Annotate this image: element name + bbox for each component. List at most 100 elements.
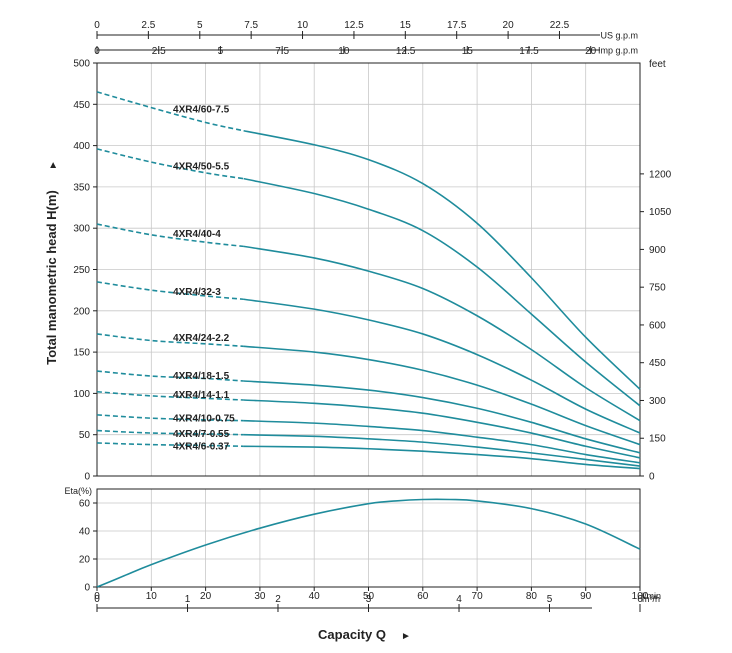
- m3h-tick-label: 4: [456, 594, 462, 605]
- x-tick-label: 40: [309, 591, 321, 602]
- x-tick-label: 10: [146, 591, 158, 602]
- x-tick-label: 70: [472, 591, 484, 602]
- curve-solid-4XR4/18-1.5: [243, 380, 641, 454]
- curve-label-4XR4/6-0.37: 4XR4/6-0.37: [173, 441, 230, 452]
- top-tick-label: 20: [585, 46, 597, 57]
- curve-dashed-4XR4/10-0.75: [96, 414, 244, 422]
- curve-solid-4XR4/14-1.1: [243, 399, 641, 459]
- curve-label-4XR4/14-1.1: 4XR4/14-1.1: [173, 390, 230, 401]
- curve-dashed-4XR4/18-1.5: [96, 370, 244, 382]
- curve-dashed-4XR4/7-0.55: [96, 429, 244, 436]
- curve-solid-4XR4/6-0.37: [243, 445, 641, 470]
- top-tick-label: 15: [400, 20, 412, 31]
- top-tick-label: 7.5: [275, 46, 289, 57]
- right-tick-label: 0: [649, 472, 655, 483]
- curve-dashed-4XR4/40-4: [96, 223, 244, 248]
- right-tick-label: 450: [649, 358, 666, 369]
- x-tick-label: 20: [200, 591, 212, 602]
- right-tick-label: 1050: [649, 207, 672, 218]
- x-tick-label: 90: [580, 591, 592, 602]
- curve-dashed-4XR4/32-3: [96, 281, 244, 301]
- right-tick-label: 300: [649, 396, 666, 407]
- head-plot-frame: [96, 62, 641, 477]
- top-axis-unit: Imp g.p.m: [598, 46, 638, 56]
- y-tick-label: 50: [79, 430, 91, 441]
- curve-label-4XR4/10-0.75: 4XR4/10-0.75: [173, 413, 235, 424]
- top-tick-label: 0: [94, 46, 100, 57]
- top-axis-unit: US g.p.m: [600, 31, 638, 41]
- curve-solid-4XR4/60-7.5: [243, 129, 641, 390]
- x-tick-label: 80: [526, 591, 538, 602]
- curve-dashed-4XR4/6-0.37: [96, 442, 244, 448]
- top-tick-label: 7.5: [244, 20, 258, 31]
- y-tick-label: 250: [73, 265, 90, 276]
- right-tick-label: 150: [649, 434, 666, 445]
- m3h-tick-label: 3: [366, 594, 372, 605]
- y-tick-label: 150: [73, 348, 90, 359]
- top-tick-label: 20: [503, 20, 515, 31]
- curve-dashed-4XR4/14-1.1: [96, 390, 244, 401]
- y-tick-label: 350: [73, 182, 90, 193]
- top-tick-label: 10: [297, 20, 309, 31]
- m3h-axis-unit: m³/h: [642, 594, 660, 604]
- curve-dashed-4XR4/24-2.2: [96, 333, 244, 348]
- axes-extra: Capacity Q ►: [318, 627, 411, 642]
- curve-label-4XR4/18-1.5: 4XR4/18-1.5: [173, 371, 230, 382]
- x-tick-label: 60: [417, 591, 429, 602]
- y-tick-label: 300: [73, 224, 90, 235]
- right-tick-label: 600: [649, 320, 666, 331]
- top-tick-label: 22.5: [550, 20, 570, 31]
- efficiency-panel: 0 20 40 60 Eta(%) 0 10 20 30 40 50 60 70 80 90 100l/min…: [64, 486, 661, 612]
- curve-solid-4XR4/24-2.2: [243, 345, 641, 446]
- top-tick-label: 12.5: [344, 20, 364, 31]
- right-axis-unit: feet: [649, 59, 666, 70]
- m3h-tick-label: 0: [94, 594, 100, 605]
- x-tick-label: 50: [363, 591, 375, 602]
- eta-y-tick-label: 0: [84, 583, 90, 594]
- m3h-tick-label: 2: [275, 594, 281, 605]
- eta-curve: [96, 498, 641, 588]
- curve-solid-4XR4/7-0.55: [243, 433, 641, 467]
- curve-label-4XR4/24-2.2: 4XR4/24-2.2: [173, 333, 230, 344]
- curve-solid-4XR4/40-4: [243, 245, 641, 422]
- curve-solid-4XR4/10-0.75: [243, 419, 641, 464]
- y-tick-label: 100: [73, 389, 90, 400]
- y-tick-label: 200: [73, 306, 90, 317]
- eta-y-tick-label: 40: [79, 527, 91, 538]
- curve-label-4XR4/50-5.5: 4XR4/50-5.5: [173, 161, 230, 172]
- eta-y-tick-label: 20: [79, 555, 91, 566]
- m3h-tick-label: 1: [185, 594, 191, 605]
- top-tick-label: 5: [218, 46, 224, 57]
- top-tick-label: 10: [338, 46, 350, 57]
- top-tick-label: 12.5: [396, 46, 416, 57]
- curve-label-4XR4/40-4: 4XR4/40-4: [173, 229, 221, 240]
- y-tick-label: 0: [84, 472, 90, 483]
- right-tick-label: 900: [649, 245, 666, 256]
- top-tick-label: 2.5: [141, 20, 155, 31]
- curve-dashed-4XR4/50-5.5: [96, 148, 244, 180]
- x-tick-label: 30: [254, 591, 266, 602]
- curve-label-4XR4/60-7.5: 4XR4/60-7.5: [173, 104, 230, 115]
- eta-y-tick-label: 60: [79, 499, 91, 510]
- x-axis-label: Capacity Q: [318, 627, 386, 642]
- curve-label-4XR4/7-0.55: 4XR4/7-0.55: [173, 429, 230, 440]
- top-tick-label: 2.5: [152, 46, 166, 57]
- top-tick-label: 15: [462, 46, 474, 57]
- right-tick-label: 750: [649, 283, 666, 294]
- eta-axis-label: Eta(%): [64, 486, 92, 496]
- head-panel: 0501001502002503003504004505000150300450…: [44, 20, 672, 483]
- y-axis-label: Total manometric head H(m): [44, 190, 59, 365]
- m3h-tick-label: 5: [547, 594, 553, 605]
- right-tick-label: 1200: [649, 169, 672, 180]
- m3h-tick-label: 6: [637, 594, 643, 605]
- curve-label-4XR4/32-3: 4XR4/32-3: [173, 287, 221, 298]
- curve-solid-4XR4/50-5.5: [243, 177, 641, 407]
- x-tick-label: 100: [632, 591, 649, 602]
- top-tick-label: 5: [197, 20, 203, 31]
- curve-dashed-4XR4/60-7.5: [96, 91, 244, 132]
- x-axis-arrow: ►: [401, 631, 411, 642]
- curve-solid-4XR4/32-3: [243, 298, 641, 434]
- y-tick-label: 500: [73, 59, 90, 70]
- top-tick-label: 17.5: [447, 20, 467, 31]
